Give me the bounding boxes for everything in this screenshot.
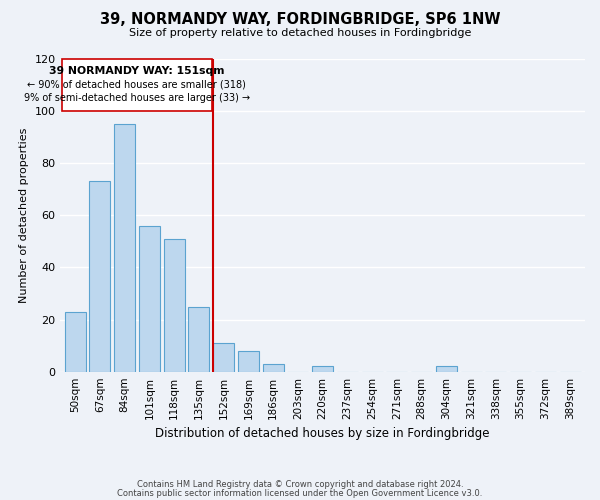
Bar: [213, 343, 234, 372]
Text: 39, NORMANDY WAY, FORDINGBRIDGE, SP6 1NW: 39, NORMANDY WAY, FORDINGBRIDGE, SP6 1NW: [100, 12, 500, 28]
Bar: [164, 239, 185, 372]
Text: Size of property relative to detached houses in Fordingbridge: Size of property relative to detached ho…: [129, 28, 471, 38]
Bar: [188, 306, 209, 372]
FancyBboxPatch shape: [62, 59, 212, 111]
Text: 39 NORMANDY WAY: 151sqm: 39 NORMANDY WAY: 151sqm: [49, 66, 224, 76]
Text: 9% of semi-detached houses are larger (33) →: 9% of semi-detached houses are larger (3…: [23, 93, 250, 103]
Bar: [65, 312, 86, 372]
Bar: [139, 226, 160, 372]
X-axis label: Distribution of detached houses by size in Fordingbridge: Distribution of detached houses by size …: [155, 427, 490, 440]
Bar: [114, 124, 135, 372]
Text: ← 90% of detached houses are smaller (318): ← 90% of detached houses are smaller (31…: [28, 80, 246, 90]
Text: Contains HM Land Registry data © Crown copyright and database right 2024.: Contains HM Land Registry data © Crown c…: [137, 480, 463, 489]
Bar: [238, 351, 259, 372]
Text: Contains public sector information licensed under the Open Government Licence v3: Contains public sector information licen…: [118, 488, 482, 498]
Bar: [89, 182, 110, 372]
Bar: [312, 366, 333, 372]
Bar: [263, 364, 284, 372]
Y-axis label: Number of detached properties: Number of detached properties: [19, 128, 29, 303]
Bar: [436, 366, 457, 372]
